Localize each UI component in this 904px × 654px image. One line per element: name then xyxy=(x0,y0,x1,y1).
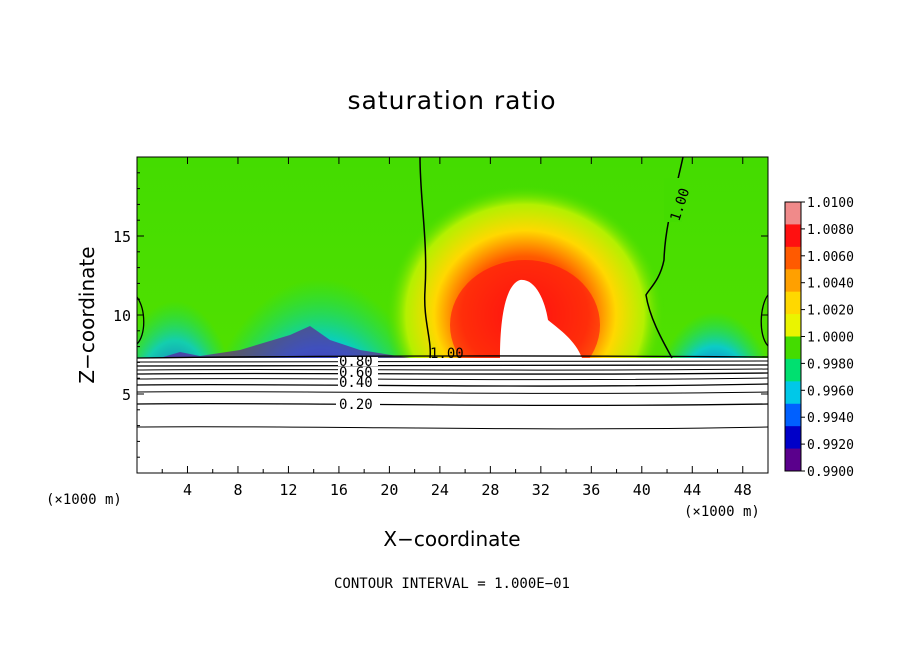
y-axis-label: Z−coordinate xyxy=(75,246,99,383)
colorbar-label: 1.0080 xyxy=(807,223,854,238)
x-tick-label: 24 xyxy=(431,481,449,499)
colorbar-label: 1.0040 xyxy=(807,277,854,292)
x-tick-label: 16 xyxy=(330,481,348,499)
x-tick-label: 20 xyxy=(380,481,398,499)
colorbar: 1.0100 1.0080 1.0060 1.0040 1.0020 1.0000 0.99… xyxy=(784,196,854,480)
y-tick-label: 5 xyxy=(122,386,131,404)
colorbar-swatch xyxy=(785,403,801,427)
colorbar-label: 1.0020 xyxy=(807,304,854,319)
x-tick-label: 8 xyxy=(233,481,242,499)
y-tick-label: 15 xyxy=(113,228,131,246)
chart-title: saturation ratio xyxy=(347,86,557,115)
colorbar-label: 1.0000 xyxy=(807,331,854,346)
x-tick-label: 44 xyxy=(683,481,701,499)
contour-label: 0.40 xyxy=(339,375,373,391)
x-unit-left: (×1000 m) xyxy=(46,492,122,508)
x-unit-right: (×1000 m) xyxy=(684,504,760,520)
x-tick-label: 40 xyxy=(633,481,651,499)
y-tick-label: 10 xyxy=(113,307,131,325)
x-tick-label: 4 xyxy=(183,481,192,499)
colorbar-swatch xyxy=(785,224,801,248)
contour-label: 1.00 xyxy=(430,346,464,362)
contour-label: 0.80 xyxy=(339,354,373,370)
colorbar-label: 1.0060 xyxy=(807,250,854,265)
colorbar-swatch xyxy=(785,202,801,225)
colorbar-swatch xyxy=(785,381,801,405)
contour-interval-note: CONTOUR INTERVAL = 1.000E−01 xyxy=(333,576,570,592)
colorbar-label: 0.9980 xyxy=(807,357,854,372)
x-tick-label: 48 xyxy=(734,481,752,499)
colorbar-swatch xyxy=(785,426,801,450)
saturation-field xyxy=(137,157,768,358)
colorbar-swatch xyxy=(785,448,801,472)
colorbar-swatch xyxy=(785,291,801,315)
colorbar-label: 0.9900 xyxy=(807,465,854,480)
colorbar-swatch xyxy=(785,314,801,337)
colorbar-label: 1.0100 xyxy=(807,196,854,211)
colorbar-label: 0.9960 xyxy=(807,384,854,399)
colorbar-swatch xyxy=(785,269,801,293)
x-tick-label: 28 xyxy=(481,481,499,499)
contour-label: 0.20 xyxy=(339,397,373,413)
x-axis-label: X−coordinate xyxy=(383,527,520,551)
x-tick-label: 12 xyxy=(279,481,297,499)
colorbar-label: 0.9940 xyxy=(807,411,854,426)
y-axis: 5 10 15 xyxy=(113,172,768,458)
contour-labels: 1.00 1.00 0.80 0.60 0.40 0.20 xyxy=(336,178,693,413)
x-tick-label: 36 xyxy=(582,481,600,499)
colorbar-label: 0.9920 xyxy=(807,438,854,453)
x-tick-label: 32 xyxy=(532,481,550,499)
colorbar-swatch xyxy=(785,336,801,360)
colorbar-swatch xyxy=(785,246,801,270)
x-axis: 4 8 12 16 20 24 28 32 36 40 44 48 xyxy=(161,157,752,499)
colorbar-swatch xyxy=(785,358,801,382)
